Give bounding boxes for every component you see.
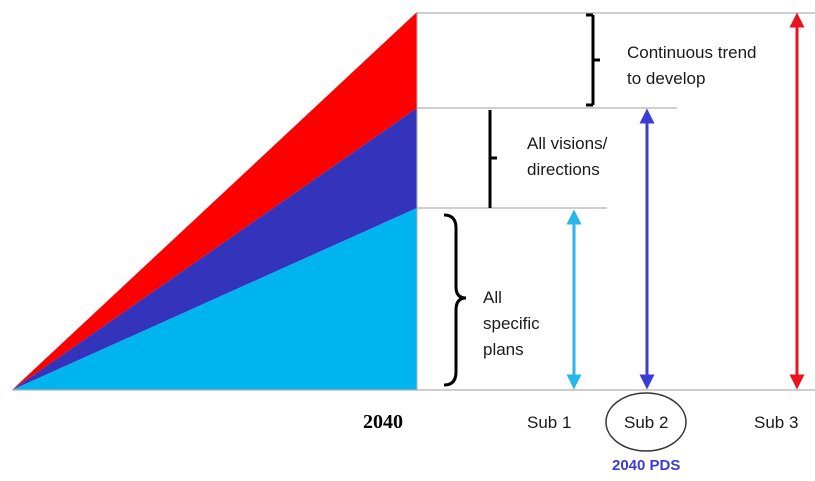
visions-label-line2: directions [527, 160, 600, 179]
sub2-highlight-circle [605, 392, 687, 452]
year-label: 2040 [363, 411, 403, 433]
trend-label-line1: Continuous trend [627, 43, 756, 62]
trend-bracket [586, 13, 600, 107]
plans-wedge-cyan [12, 208, 417, 390]
plans-bracket [443, 213, 467, 387]
visions-label-line1: All visions/ [527, 134, 608, 153]
plans-label-line2: specific [483, 314, 540, 333]
sub1-label: Sub 1 [527, 413, 571, 432]
visions-wedge-blue [12, 108, 417, 390]
trend-label-line2: to develop [627, 69, 705, 88]
visions-bracket [488, 110, 497, 208]
plans-label-line1: All [483, 288, 502, 307]
sub2-label: Sub 2 [624, 413, 668, 432]
pds-label: 2040 PDS [612, 457, 680, 474]
sub3-label: Sub 3 [754, 413, 798, 432]
plans-label-line3: plans [483, 340, 524, 359]
trend-wedge-red [12, 12, 417, 390]
